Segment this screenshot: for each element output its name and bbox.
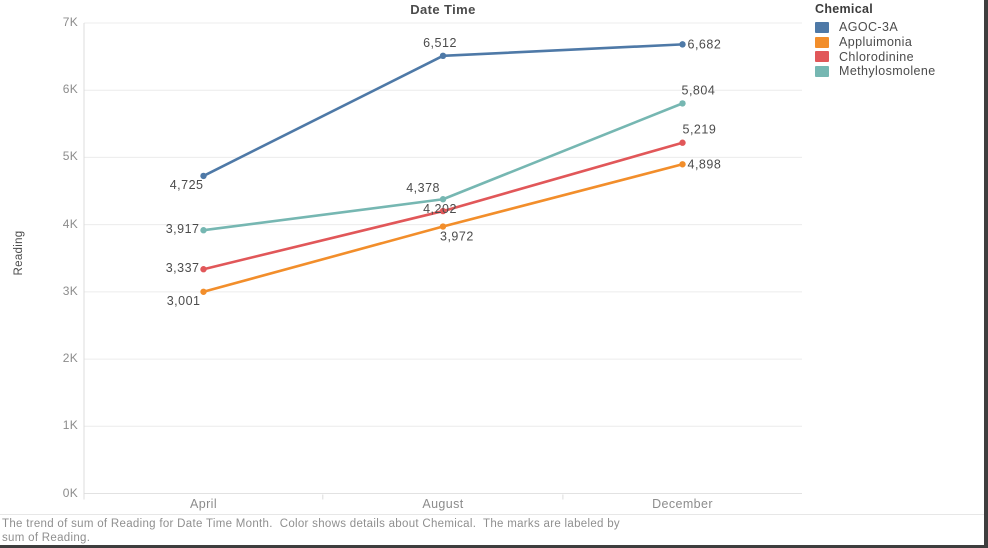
window-border-right [984, 0, 988, 548]
data-label: 4,725 [170, 178, 204, 192]
point-agoc-3a[interactable] [679, 41, 686, 48]
point-appluimonia[interactable] [200, 288, 207, 295]
caption-line-1: The trend of sum of Reading for Date Tim… [2, 518, 620, 530]
y-tick-label: 4K [62, 216, 78, 231]
point-methylosmolene[interactable] [200, 227, 207, 234]
legend-swatch-icon [815, 21, 829, 33]
data-label: 3,972 [440, 230, 474, 244]
y-tick-label: 1K [62, 418, 78, 433]
legend-item-chlorodinine[interactable]: Chlorodinine [815, 49, 980, 64]
point-appluimonia[interactable] [679, 161, 686, 168]
x-tick-label-august: August [422, 497, 464, 511]
legend-item-methylosmolene[interactable]: Methylosmolene [815, 64, 980, 79]
legend-item-label: AGOC-3A [839, 20, 899, 35]
legend-swatch-icon [815, 51, 829, 63]
legend-item-agoc-3a[interactable]: AGOC-3A [815, 20, 980, 35]
data-label: 5,804 [682, 83, 716, 97]
y-tick-label: 0K [62, 485, 78, 500]
data-label: 6,682 [688, 37, 722, 51]
y-tick-label: 7K [62, 15, 78, 29]
plot-svg: 4,725 6,512 6,682 3,001 3,972 4,898 3,337 4,202… [83, 22, 802, 500]
caption-line-2: sum of Reading. [2, 531, 91, 544]
y-tick-label: 3K [62, 283, 78, 298]
legend-items: AGOC-3A Appluimonia Chlorodinine Methylosmo… [815, 20, 980, 79]
data-label: 3,001 [167, 294, 201, 308]
legend-swatch-icon [815, 36, 829, 48]
y-tick-label: 5K [62, 149, 78, 164]
point-chlorodinine[interactable] [679, 139, 686, 146]
point-chlorodinine[interactable] [439, 207, 447, 215]
point-agoc-3a[interactable] [439, 52, 447, 60]
line-agoc-3a[interactable] [202, 43, 684, 178]
data-label: 4,898 [688, 157, 722, 171]
y-axis-title: Reading [13, 230, 25, 276]
window-border-bottom [0, 545, 988, 548]
legend-title: Chemical [815, 2, 873, 16]
x-tick-label-april: April [189, 497, 217, 511]
legend-item-label: Chlorodinine [839, 49, 914, 64]
legend-item-label: Appluimonia [839, 35, 913, 50]
y-tick-label: 2K [62, 351, 78, 366]
point-chlorodinine[interactable] [200, 266, 207, 273]
legend-item-label: Methylosmolene [839, 64, 936, 79]
data-label: 4,202 [423, 202, 457, 216]
chart-title: Date Time [410, 2, 476, 17]
legend-item-appluimonia[interactable]: Appluimonia [815, 35, 980, 50]
point-agoc-3a[interactable] [200, 172, 207, 180]
x-tick-label-december: December [652, 497, 713, 511]
point-methylosmolene[interactable] [679, 100, 686, 107]
legend: Chemical AGOC-3A Appluimonia Chlorodinine M… [815, 2, 980, 79]
data-label: 4,378 [406, 181, 440, 195]
data-label: 3,917 [166, 222, 200, 236]
point-methylosmolene[interactable] [439, 196, 447, 203]
data-label: 3,337 [166, 261, 200, 275]
data-label: 6,512 [423, 36, 457, 50]
legend-swatch-icon [815, 65, 829, 77]
y-tick-label: 6K [62, 82, 78, 97]
data-label: 5,219 [683, 123, 717, 137]
caption: The trend of sum of Reading for Date Tim… [0, 514, 986, 545]
point-appluimonia[interactable] [439, 223, 447, 230]
